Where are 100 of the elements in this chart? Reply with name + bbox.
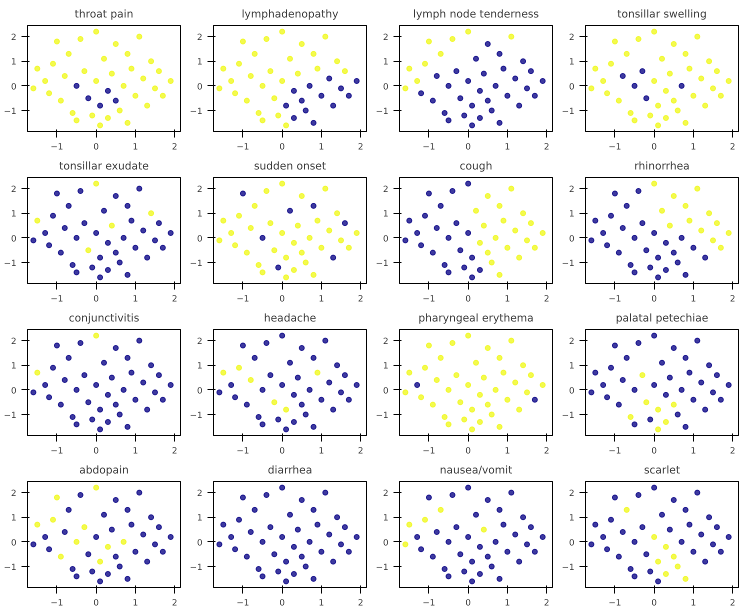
y-tick-label: −1 [4,107,17,118]
x-tick-label: 2 [358,446,364,456]
y-tick-label: −1 [190,107,203,118]
y-tick-label: 0 [568,538,575,548]
x-tick-label: 2 [544,598,550,608]
x-tick-label: 1 [132,446,138,456]
x-tick-label: −1 [422,142,436,152]
x-tick-label: 2 [358,598,364,608]
x-tick-label: 0 [465,598,471,608]
x-tick-label: −1 [422,294,436,304]
y-tick-label: −1 [190,411,203,422]
y-tick-label: 2 [196,337,203,348]
y-tick-label: 1 [10,514,17,524]
y-tick-label: 2 [382,33,389,44]
y-tick-label: 2 [10,33,17,44]
y-tick-label: 1 [382,362,389,372]
y-tick-label: 1 [196,514,203,524]
x-tick-label: 1 [132,142,138,152]
y-tick-label: 0 [10,538,17,548]
y-tick-label: −1 [562,411,575,422]
chart-title: abdopain [79,464,129,476]
y-tick-label: 1 [10,58,17,68]
y-tick-label: 2 [568,33,575,44]
x-tick-label: 2 [544,446,550,456]
y-tick-label: 2 [382,489,389,500]
x-tick-label: 2 [730,598,736,608]
chart-title: pharyngeal erythema [418,312,534,324]
y-tick-label: 1 [568,210,575,220]
y-tick-label: 2 [196,489,203,500]
x-tick-label: 0 [651,294,657,304]
x-tick-label: 2 [544,142,550,152]
x-tick-label: 2 [358,142,364,152]
y-tick-label: −1 [4,259,17,270]
y-tick-label: 1 [10,210,17,220]
x-tick-label: 2 [172,142,178,152]
x-tick-label: 0 [93,294,99,304]
y-tick-label: −1 [376,563,389,574]
x-tick-label: 0 [279,598,285,608]
y-tick-label: 1 [568,58,575,68]
y-tick-label: 2 [196,33,203,44]
y-tick-label: 2 [568,489,575,500]
x-tick-label: −1 [236,598,250,608]
x-tick-label: 0 [465,142,471,152]
x-tick-label: −1 [608,294,622,304]
y-tick-label: 2 [10,337,17,348]
x-tick-label: 1 [690,446,696,456]
x-tick-label: 1 [318,598,324,608]
chart-title: conjunctivitis [68,312,140,324]
x-tick-label: 0 [465,294,471,304]
chart-title: sudden onset [254,160,326,172]
y-tick-label: 1 [10,362,17,372]
x-tick-label: −1 [50,598,64,608]
y-tick-label: 0 [382,538,389,548]
x-tick-label: −1 [422,446,436,456]
x-tick-label: 1 [504,294,510,304]
y-tick-label: 0 [568,82,575,92]
y-tick-label: 2 [568,185,575,196]
x-tick-label: −1 [236,446,250,456]
y-tick-label: −1 [4,411,17,422]
chart-title: cough [460,160,492,172]
x-tick-label: 2 [730,294,736,304]
x-tick-label: 1 [504,142,510,152]
y-tick-label: −1 [562,107,575,118]
chart-title: tonsillar swelling [617,8,707,20]
y-tick-label: 2 [196,185,203,196]
y-tick-label: −1 [376,411,389,422]
x-tick-label: 2 [544,294,550,304]
x-tick-label: −1 [422,598,436,608]
x-tick-label: 1 [690,142,696,152]
y-tick-label: 0 [196,386,203,396]
chart-title: lymph node tenderness [413,8,540,20]
y-tick-label: 0 [568,234,575,244]
y-tick-label: 2 [382,185,389,196]
x-tick-label: 2 [358,294,364,304]
y-tick-label: 0 [382,82,389,92]
y-tick-label: 0 [196,538,203,548]
y-tick-label: 1 [568,362,575,372]
y-tick-label: −1 [4,563,17,574]
chart-title: nausea/vomit [440,464,512,476]
x-tick-label: −1 [236,294,250,304]
x-tick-label: −1 [236,142,250,152]
y-tick-label: −1 [376,259,389,270]
y-tick-label: 0 [196,234,203,244]
x-tick-label: −1 [50,294,64,304]
chart-title: palatal petechiae [616,312,708,324]
x-tick-label: 1 [690,598,696,608]
x-tick-label: 1 [318,142,324,152]
x-tick-label: 0 [93,446,99,456]
x-tick-label: −1 [608,142,622,152]
y-tick-label: −1 [190,259,203,270]
y-tick-label: 2 [10,185,17,196]
x-tick-label: 1 [132,598,138,608]
x-tick-label: 2 [172,446,178,456]
y-tick-label: 1 [196,58,203,68]
chart-title: throat pain [74,8,134,20]
x-tick-label: 1 [690,294,696,304]
y-tick-label: 0 [10,82,17,92]
x-tick-label: −1 [608,598,622,608]
x-tick-label: −1 [608,446,622,456]
y-tick-label: 1 [382,514,389,524]
